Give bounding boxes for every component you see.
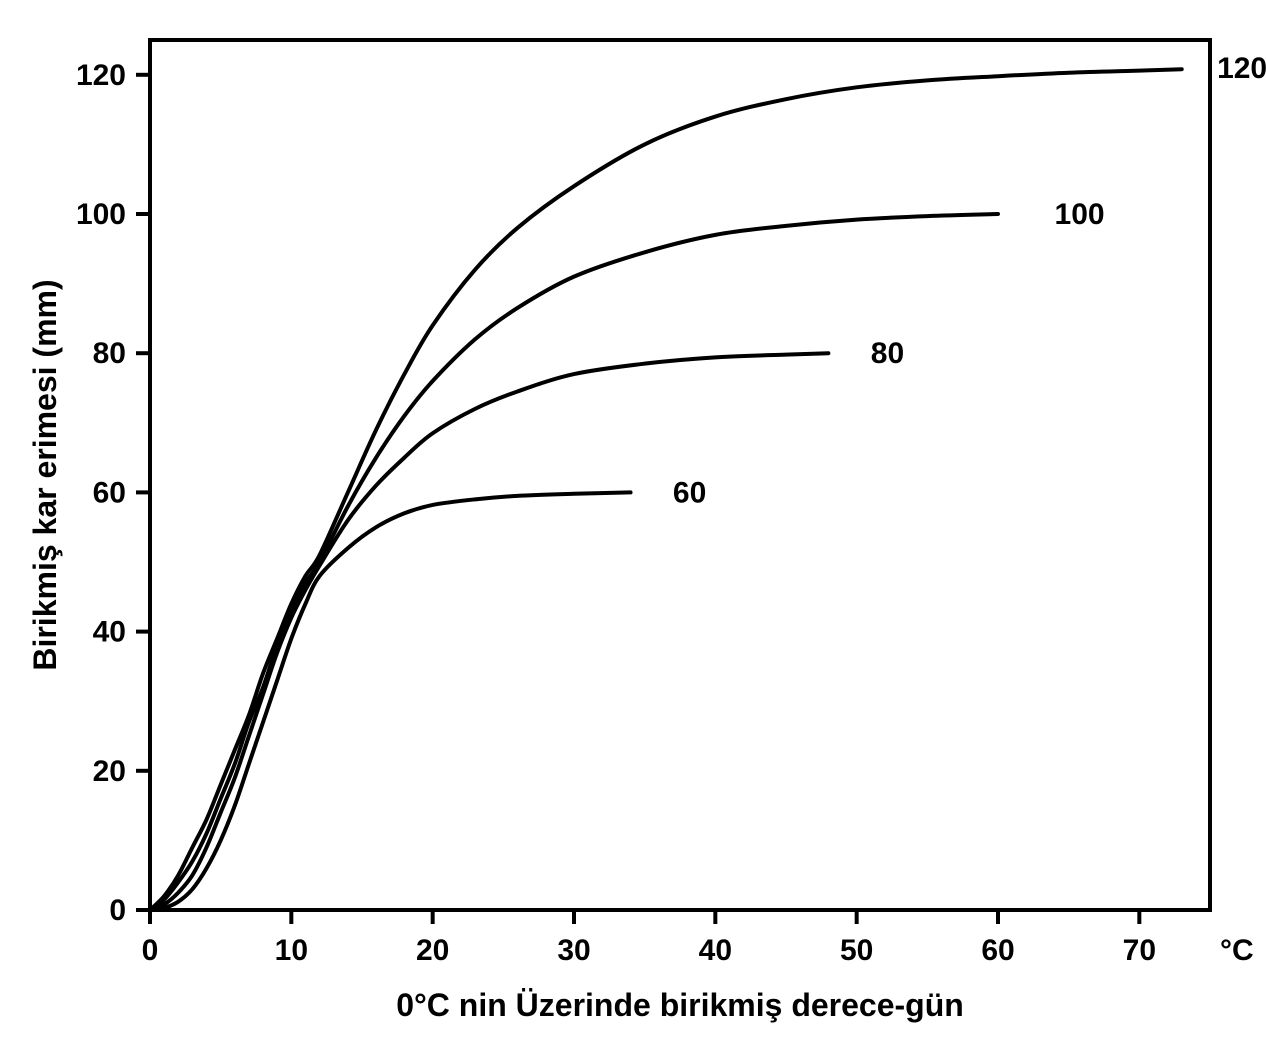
series-120 — [150, 69, 1182, 910]
series-label-60: 60 — [673, 476, 706, 509]
series-label-100: 100 — [1055, 198, 1105, 231]
snowmelt-chart: 0 10 20 30 40 50 60 70 °C 0°C nin Üzerinde birikm… — [0, 0, 1266, 1054]
x-tick-label: 50 — [840, 934, 873, 967]
series-100 — [150, 214, 998, 910]
x-axis-label: 0°C nin Üzerinde birikmiş derece-gün — [396, 987, 964, 1023]
x-tick-label: 30 — [557, 934, 590, 967]
y-tick-label: 120 — [76, 59, 126, 92]
series-80 — [150, 353, 828, 910]
x-tick-label: 70 — [1123, 934, 1156, 967]
series-label-120: 120 — [1217, 52, 1266, 85]
series-60 — [150, 492, 631, 910]
x-tick-label: 20 — [416, 934, 449, 967]
series-label-80: 80 — [871, 337, 904, 370]
y-tick-label: 60 — [93, 476, 126, 509]
y-tick-label: 20 — [93, 755, 126, 788]
plot-border — [150, 40, 1210, 910]
x-tick-label: 40 — [699, 934, 732, 967]
y-tick-label: 0 — [109, 894, 126, 927]
y-tick-label: 40 — [93, 616, 126, 649]
x-axis-unit: °C — [1220, 934, 1254, 967]
x-tick-label: 10 — [275, 934, 308, 967]
x-tick-label: 0 — [142, 934, 159, 967]
y-tick-label: 80 — [93, 337, 126, 370]
x-tick-label: 60 — [981, 934, 1014, 967]
y-axis-label: Birikmiş kar erimesi (mm) — [27, 279, 63, 670]
y-tick-label: 100 — [76, 198, 126, 231]
